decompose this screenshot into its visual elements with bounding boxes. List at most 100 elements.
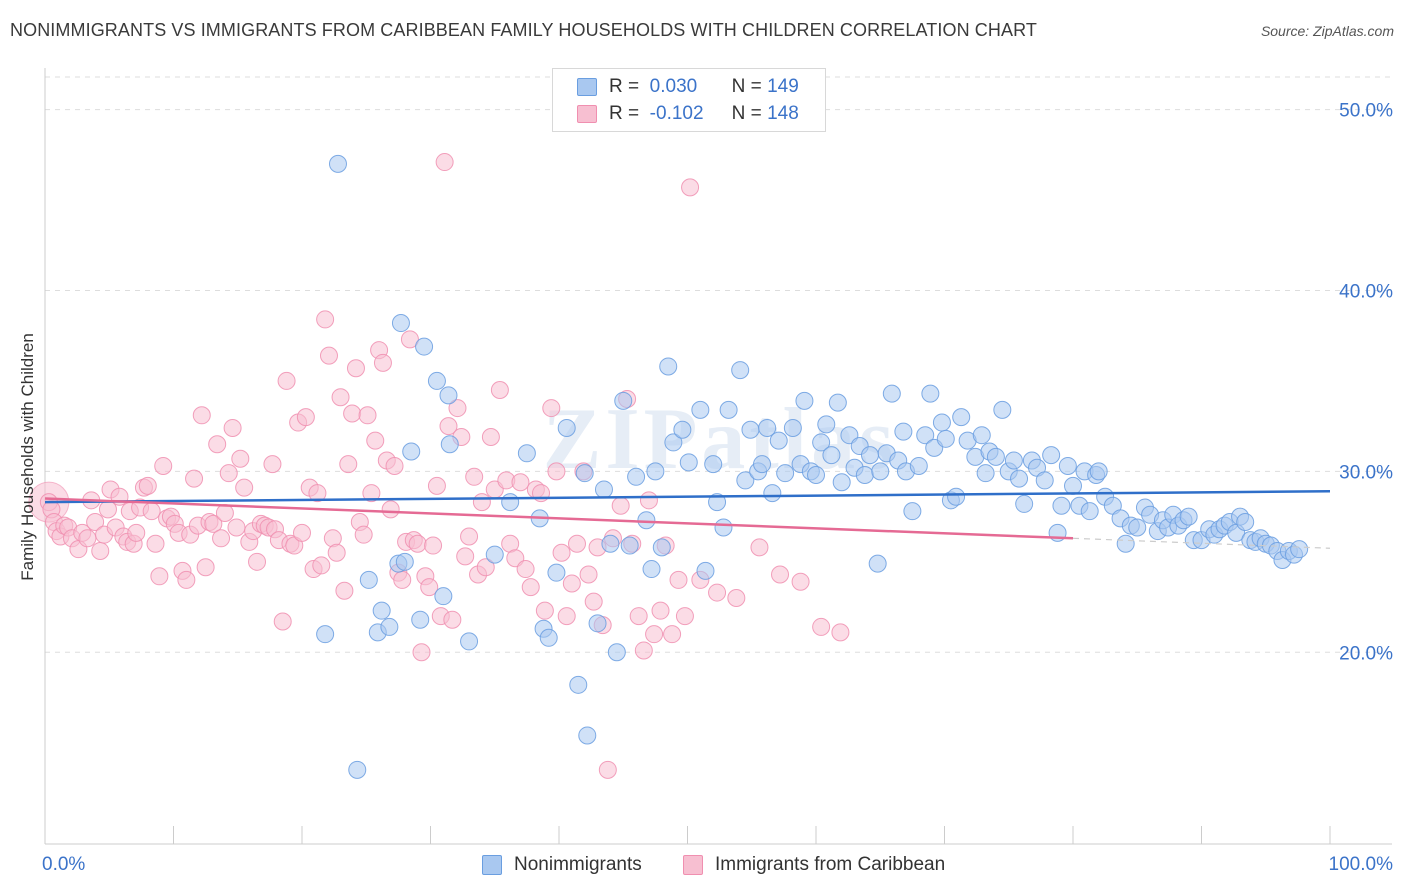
data-point — [547, 462, 566, 481]
data-point — [736, 471, 755, 490]
data-point — [1116, 534, 1135, 553]
data-point — [637, 511, 656, 530]
legend-n-label: N = — [731, 76, 762, 97]
data-point — [1064, 476, 1082, 495]
data-point — [575, 464, 594, 483]
data-point — [395, 552, 414, 571]
legend-swatch-blue — [577, 78, 597, 96]
trend-line-nonimmigrants — [44, 490, 1331, 504]
data-point — [750, 538, 769, 557]
legend-item-nonimmigrants[interactable]: Nonimmigrants — [482, 851, 642, 879]
data-point — [185, 469, 204, 488]
data-point — [219, 464, 238, 483]
legend-label: Nonimmigrants — [514, 854, 642, 875]
data-point — [1042, 446, 1061, 465]
data-point — [293, 523, 311, 542]
data-point — [400, 330, 419, 349]
data-point — [476, 558, 495, 577]
data-point — [731, 361, 750, 380]
data-point — [381, 500, 400, 519]
data-point — [277, 371, 296, 390]
data-point — [569, 675, 588, 694]
data-point — [681, 178, 700, 197]
data-point — [791, 572, 810, 591]
x-tick-labels: 0.0% 100.0% — [42, 854, 1393, 875]
data-point — [1290, 540, 1309, 559]
data-point — [542, 399, 561, 418]
data-point — [327, 543, 346, 562]
data-point — [346, 359, 365, 378]
data-point — [78, 529, 97, 548]
data-point — [753, 455, 772, 474]
data-point — [578, 726, 597, 745]
data-point — [607, 643, 626, 662]
data-point — [831, 623, 850, 642]
y-tick-label: 40.0% — [1339, 281, 1393, 302]
data-point — [373, 353, 392, 372]
data-point — [427, 371, 446, 390]
data-point — [535, 601, 554, 620]
data-point — [909, 456, 928, 475]
trend-line-immigrants — [44, 497, 1074, 540]
data-point — [443, 610, 462, 629]
legend-row-nonimmigrants: R = 0.030 N = 149 — [577, 75, 799, 99]
data-point — [408, 534, 427, 553]
data-point — [273, 612, 292, 631]
data-point — [427, 476, 446, 495]
data-point — [316, 625, 335, 644]
data-point — [646, 462, 665, 481]
data-point — [412, 643, 431, 662]
data-point — [196, 558, 215, 577]
data-point — [127, 523, 146, 542]
data-point — [335, 581, 354, 600]
data-point — [439, 417, 458, 436]
data-point — [704, 455, 723, 474]
data-point — [673, 420, 692, 439]
data-point — [727, 588, 746, 607]
data-point — [1179, 507, 1198, 526]
data-point — [456, 547, 475, 566]
data-point — [481, 428, 500, 447]
data-point — [822, 446, 841, 465]
data-point — [1080, 502, 1099, 521]
data-point — [208, 435, 227, 454]
data-point — [894, 422, 913, 441]
data-point — [588, 614, 607, 633]
data-point — [903, 502, 922, 521]
data-point — [932, 413, 951, 432]
legend-item-immigrants-caribbean[interactable]: Immigrants from Caribbean — [683, 851, 945, 879]
data-point — [154, 456, 173, 475]
data-point — [86, 513, 105, 532]
data-point — [460, 632, 479, 651]
data-point — [579, 565, 598, 584]
data-point — [659, 357, 678, 376]
data-point — [552, 543, 571, 562]
data-point — [372, 601, 391, 620]
data-point — [594, 480, 613, 499]
data-point — [817, 415, 836, 434]
legend-swatch-pink — [577, 105, 597, 123]
data-point — [362, 484, 381, 503]
data-point — [472, 493, 491, 512]
legend-row-immigrants: R = -0.102 N = 148 — [577, 102, 799, 126]
correlation-legend: R = 0.030 N = 149 R = -0.102 N = 148 — [552, 68, 826, 132]
data-point — [393, 570, 412, 589]
data-point — [516, 560, 535, 579]
data-point — [146, 534, 165, 553]
legend-r-value: 0.030 — [649, 76, 698, 97]
data-point — [415, 337, 434, 356]
trend-line-extension — [1072, 537, 1331, 549]
nonimmigrants-points — [316, 154, 1309, 779]
data-point — [1015, 494, 1034, 513]
data-point — [490, 380, 509, 399]
data-point — [1004, 451, 1023, 470]
data-point — [215, 503, 234, 522]
data-point — [758, 418, 777, 437]
data-point — [557, 607, 576, 626]
data-point — [420, 578, 439, 597]
data-point — [921, 384, 940, 403]
y-tick-label: 30.0% — [1339, 462, 1393, 483]
data-point — [776, 464, 795, 483]
data-point — [669, 570, 688, 589]
data-point — [795, 391, 814, 410]
